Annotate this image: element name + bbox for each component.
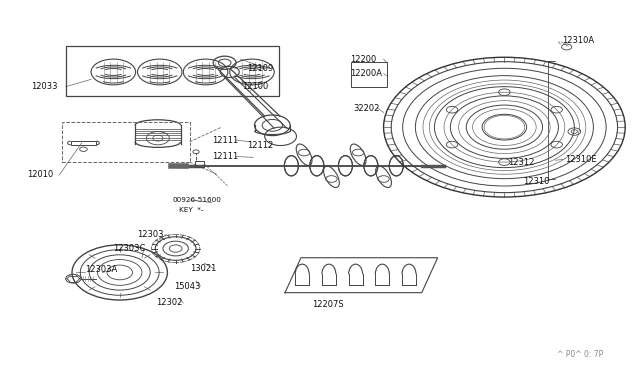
Text: 12112: 12112 <box>247 141 273 150</box>
Bar <box>66 46 278 96</box>
Text: 13021: 13021 <box>189 264 216 273</box>
Text: 12310A: 12310A <box>562 36 594 45</box>
Text: KEY  *-: KEY *- <box>179 207 204 213</box>
Text: 12310E: 12310E <box>565 155 597 164</box>
Text: 12100: 12100 <box>243 82 269 91</box>
Text: 12109: 12109 <box>247 64 273 73</box>
Text: 15043: 15043 <box>173 282 200 291</box>
Text: 12111: 12111 <box>212 152 238 161</box>
Text: 12310: 12310 <box>524 177 550 186</box>
Text: 12111: 12111 <box>212 135 238 144</box>
Text: ^ P0^ 0: 7P: ^ P0^ 0: 7P <box>557 350 604 359</box>
Text: 00926-51600: 00926-51600 <box>173 197 221 203</box>
Bar <box>71 141 96 145</box>
Text: 12033: 12033 <box>31 82 57 91</box>
Bar <box>195 161 204 167</box>
Text: 12303C: 12303C <box>113 244 146 253</box>
Bar <box>351 62 387 87</box>
Text: 12207S: 12207S <box>312 300 344 309</box>
Text: 12303A: 12303A <box>84 265 117 275</box>
Text: 32202: 32202 <box>353 103 380 112</box>
Text: 12312: 12312 <box>508 158 534 167</box>
Text: 12200: 12200 <box>351 55 377 64</box>
Bar <box>63 122 189 162</box>
Text: 12010: 12010 <box>28 170 54 179</box>
Text: 12303: 12303 <box>137 230 163 239</box>
Text: 12302: 12302 <box>157 298 183 308</box>
Text: 12200A: 12200A <box>351 69 383 78</box>
